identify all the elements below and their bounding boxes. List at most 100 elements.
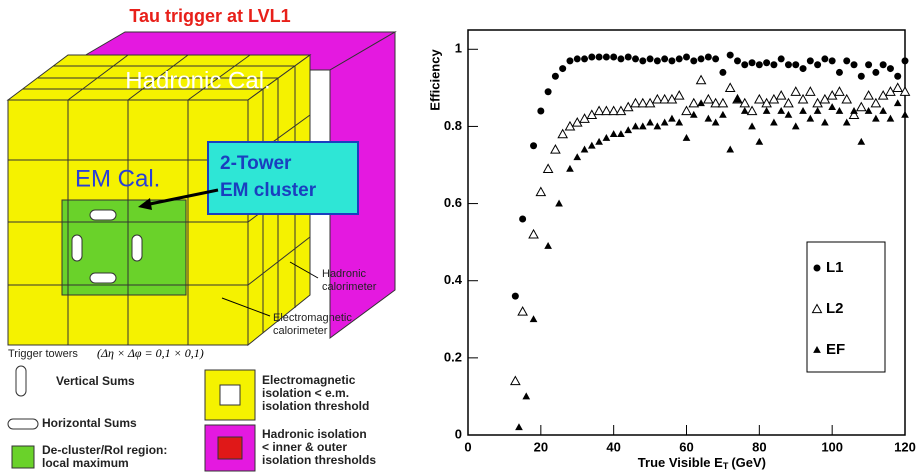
point xyxy=(719,69,726,76)
point xyxy=(829,57,836,64)
em-callout: Electromagnetic xyxy=(273,312,352,324)
point xyxy=(836,69,843,76)
roi-icon xyxy=(12,446,34,468)
point xyxy=(589,143,595,148)
x-label-main: True Visible E xyxy=(638,455,723,470)
point xyxy=(749,123,755,128)
legend-label: L2 xyxy=(826,300,844,317)
point xyxy=(675,91,684,99)
x-tick-label: 100 xyxy=(821,439,843,454)
point xyxy=(792,61,799,68)
point xyxy=(807,116,813,121)
towers-label: Trigger towers xyxy=(8,348,78,360)
point xyxy=(640,123,646,128)
point xyxy=(800,65,807,72)
point xyxy=(683,54,690,61)
page: Tau trigger at LVL1 Hadronic Cal. EM Cal… xyxy=(0,0,919,473)
point xyxy=(647,55,654,62)
x-tick-label: 0 xyxy=(464,439,471,454)
point xyxy=(894,73,901,80)
point xyxy=(799,95,808,103)
point xyxy=(764,108,770,113)
point xyxy=(574,55,581,62)
em-callout: calorimeter xyxy=(273,325,328,337)
point xyxy=(566,57,573,64)
point xyxy=(902,57,909,64)
point xyxy=(851,108,857,113)
point xyxy=(771,120,777,125)
y-tick-label: 0.2 xyxy=(444,349,462,364)
point xyxy=(537,108,544,115)
point xyxy=(519,216,526,223)
point xyxy=(654,123,660,128)
point xyxy=(807,57,814,64)
em-iso-core xyxy=(220,385,240,405)
point xyxy=(742,108,748,113)
point xyxy=(887,116,893,121)
hadronic-label: Hadronic Cal. xyxy=(125,67,270,94)
legend-decluster: De-cluster/RoI region: xyxy=(42,443,167,457)
point xyxy=(661,55,668,62)
point xyxy=(749,59,756,66)
y-tick-label: 0.6 xyxy=(444,195,462,210)
legend-label: L1 xyxy=(826,259,844,276)
point xyxy=(842,95,851,103)
point xyxy=(858,139,864,144)
legend-had-isolation: isolation thresholds xyxy=(262,453,376,467)
point xyxy=(791,87,800,95)
point xyxy=(778,55,785,62)
point xyxy=(836,108,842,113)
point xyxy=(748,107,757,115)
x-tick-label: 80 xyxy=(752,439,766,454)
point xyxy=(734,57,741,64)
point xyxy=(784,99,793,107)
legend-em-isolation: Electromagnetic xyxy=(262,373,356,387)
point xyxy=(785,112,791,117)
cluster-label: EM cluster xyxy=(220,180,317,201)
point xyxy=(704,95,713,103)
point xyxy=(582,147,588,152)
legend-label: EF xyxy=(826,341,845,358)
point xyxy=(857,103,866,111)
point xyxy=(843,57,850,64)
point xyxy=(718,99,727,107)
legend-vertical: Vertical Sums xyxy=(56,374,135,388)
legend-marker xyxy=(814,265,821,272)
point xyxy=(581,55,588,62)
x-tick-label: 40 xyxy=(606,439,620,454)
point xyxy=(531,316,537,321)
point xyxy=(756,139,762,144)
point xyxy=(866,108,872,113)
y-tick-label: 1 xyxy=(455,41,462,56)
hadronic-callout: Hadronic xyxy=(322,268,367,280)
point xyxy=(676,120,682,125)
point xyxy=(815,108,821,113)
point xyxy=(741,61,748,68)
legend-had-isolation: Hadronic isolation xyxy=(262,427,367,441)
legend-em-isolation: isolation threshold xyxy=(262,399,369,413)
legend-had-isolation: < inner & outer xyxy=(262,440,347,454)
point xyxy=(763,59,770,66)
x-label-sub: T xyxy=(723,461,729,471)
point xyxy=(689,99,698,107)
point xyxy=(893,83,902,91)
point xyxy=(518,307,527,315)
point xyxy=(851,61,858,68)
point xyxy=(574,154,580,159)
x-axis-label: True Visible ET(GeV) xyxy=(638,455,766,471)
had-iso-core xyxy=(218,437,242,459)
point xyxy=(793,123,799,128)
point xyxy=(713,120,719,125)
horizontal-icon xyxy=(8,419,38,429)
point xyxy=(865,61,872,68)
point xyxy=(545,243,551,248)
point xyxy=(523,393,529,398)
point xyxy=(668,57,675,64)
x-label-unit: (GeV) xyxy=(731,455,766,470)
point xyxy=(567,166,573,171)
point xyxy=(603,54,610,61)
point xyxy=(617,55,624,62)
vertical-icon xyxy=(16,366,26,396)
point xyxy=(895,100,901,105)
point xyxy=(727,147,733,152)
